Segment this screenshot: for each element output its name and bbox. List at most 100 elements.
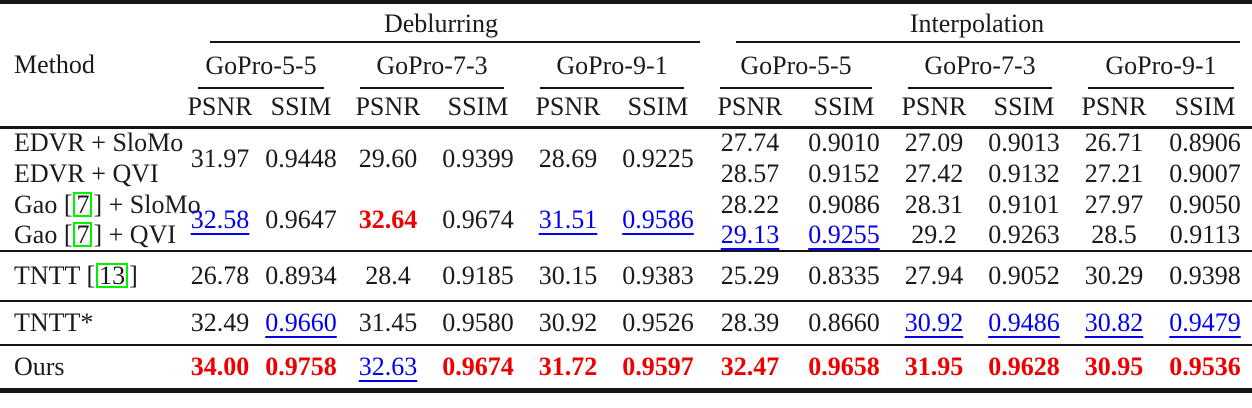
task-group-row: Method Deblurring Interpolation <box>0 2 1252 77</box>
value-cell: 27.74 <box>720 128 780 158</box>
value-cell: 0.9486 <box>988 308 1060 337</box>
value-cell: 26.71 <box>1084 128 1144 158</box>
value-cell: 0.9398 <box>1169 261 1241 290</box>
value-cell: 0.9052 <box>988 261 1060 290</box>
value-cell: 0.9399 <box>442 143 514 173</box>
metric-header: SSIM <box>447 92 509 122</box>
dataset-header-deb-gopro55: GoPro-5-5 <box>180 43 342 89</box>
metric-header: SSIM <box>813 92 875 122</box>
value-cell: 27.42 <box>904 158 964 188</box>
value-cell: 30.82 <box>1084 308 1144 337</box>
value-cell: 0.9658 <box>808 351 880 381</box>
metric-header: PSNR <box>901 92 967 122</box>
citation-link[interactable]: 13 <box>96 262 129 289</box>
value-cell: 0.9113 <box>1169 220 1241 249</box>
value-cell: 0.9647 <box>265 204 337 234</box>
value-cell: 28.57 <box>720 158 780 188</box>
citation-link[interactable]: 7 <box>73 191 93 217</box>
value-cell: 31.51 <box>538 204 598 234</box>
value-cell: 0.9101 <box>988 189 1060 219</box>
table-row-gao-slomo: Gao [7] + SloMo 32.58 0.9647 32.64 0.967… <box>0 189 1252 232</box>
table-row-gao-qvi: Gao [7] + QVI 29.13 0.9255 29.2 0.9263 2… <box>0 220 1252 251</box>
dataset-header-deb-gopro91: GoPro-9-1 <box>522 43 702 89</box>
value-cell: 0.9225 <box>622 143 694 173</box>
value-cell: 0.9479 <box>1169 308 1241 337</box>
value-cell: 0.9536 <box>1169 351 1241 381</box>
value-cell: 0.9580 <box>442 308 514 337</box>
metric-header: SSIM <box>627 92 689 122</box>
value-cell: 29.60 <box>358 143 418 173</box>
table-row-tntt: TNTT [13] 26.78 0.8934 28.4 0.9185 30.15… <box>0 251 1252 301</box>
metric-header: PSNR <box>1081 92 1147 122</box>
value-cell: 0.8335 <box>808 261 880 290</box>
value-cell: 0.9007 <box>1169 158 1241 188</box>
value-cell: 32.49 <box>190 308 250 337</box>
method-cell: EDVR + SloMo <box>14 128 184 158</box>
metric-header: PSNR <box>717 92 783 122</box>
metric-header: PSNR <box>187 92 253 122</box>
value-cell: 27.09 <box>904 128 964 158</box>
value-cell: 30.95 <box>1084 351 1144 381</box>
section-edvr-gao: EDVR + SloMo 31.97 0.9448 29.60 0.9399 2… <box>0 127 1252 251</box>
value-cell: 32.58 <box>190 204 250 234</box>
value-cell: 28.31 <box>904 189 964 219</box>
task-group-interpolation: Interpolation <box>702 2 1252 43</box>
section-ours: Ours 34.00 0.9758 32.63 0.9674 31.72 0.9… <box>0 345 1252 390</box>
results-table: Method Deblurring Interpolation GoPro-5-… <box>0 0 1252 393</box>
value-cell: 32.63 <box>358 351 418 381</box>
value-cell: 25.29 <box>720 261 780 290</box>
value-cell: 27.97 <box>1084 189 1144 219</box>
value-cell: 0.9050 <box>1169 189 1241 219</box>
value-cell: 0.8934 <box>265 261 337 290</box>
dataset-row: GoPro-5-5 GoPro-7-3 GoPro-9-1 GoPro-5-5 … <box>0 43 1252 89</box>
method-cell: Ours <box>14 351 65 381</box>
value-cell: 0.9674 <box>442 351 514 381</box>
dataset-header-deb-gopro73: GoPro-7-3 <box>342 43 522 89</box>
section-tntt: TNTT [13] 26.78 0.8934 28.4 0.9185 30.15… <box>0 251 1252 301</box>
table-row-tntt-star: TNTT* 32.49 0.9660 31.45 0.9580 30.92 0.… <box>0 301 1252 345</box>
value-cell: 26.78 <box>190 261 250 290</box>
dataset-header-int-gopro55: GoPro-5-5 <box>702 43 890 89</box>
value-cell: 29.13 <box>720 220 780 249</box>
value-cell: 0.9255 <box>808 220 880 249</box>
metric-row: PSNR SSIM PSNR SSIM PSNR SSIM PSNR SSIM … <box>0 89 1252 127</box>
value-cell: 28.22 <box>720 189 780 219</box>
table-header: Method Deblurring Interpolation GoPro-5-… <box>0 2 1252 127</box>
section-tntt-star: TNTT* 32.49 0.9660 31.45 0.9580 30.92 0.… <box>0 301 1252 345</box>
dataset-header-int-gopro91: GoPro-9-1 <box>1070 43 1252 89</box>
value-cell: 0.9132 <box>988 158 1060 188</box>
method-text: Gao [ <box>14 220 73 249</box>
task-group-deblurring: Deblurring <box>180 2 702 43</box>
value-cell: 0.9660 <box>265 308 337 337</box>
value-cell: 0.8906 <box>1169 128 1241 158</box>
method-cell: TNTT [13] <box>0 251 180 301</box>
value-cell: 31.72 <box>538 351 598 381</box>
table-row-ours: Ours 34.00 0.9758 32.63 0.9674 31.72 0.9… <box>0 345 1252 390</box>
method-cell: EDVR + QVI <box>14 158 159 188</box>
value-cell: 28.39 <box>720 308 780 337</box>
value-cell: 0.9448 <box>265 143 337 173</box>
value-cell: 0.9383 <box>622 261 694 290</box>
metric-header: PSNR <box>355 92 421 122</box>
value-cell: 29.2 <box>911 220 957 249</box>
value-cell: 31.45 <box>358 308 418 337</box>
value-cell: 0.9185 <box>442 261 514 290</box>
value-cell: 0.9674 <box>442 204 514 234</box>
method-text: ] + QVI <box>93 220 177 249</box>
value-cell: 28.69 <box>538 143 598 173</box>
value-cell: 0.9597 <box>622 351 694 381</box>
table-row-edvr-slomo: EDVR + SloMo 31.97 0.9448 29.60 0.9399 2… <box>0 127 1252 172</box>
value-cell: 0.8660 <box>808 308 880 337</box>
metric-header: SSIM <box>1174 92 1236 122</box>
metric-header: SSIM <box>270 92 332 122</box>
citation-link[interactable]: 7 <box>73 221 93 248</box>
dataset-header-int-gopro73: GoPro-7-3 <box>890 43 1070 89</box>
value-cell: 27.94 <box>904 261 964 290</box>
value-cell: 0.9010 <box>808 128 880 158</box>
value-cell: 0.9586 <box>622 204 694 234</box>
metric-header: PSNR <box>535 92 601 122</box>
value-cell: 31.97 <box>190 143 250 173</box>
value-cell: 30.29 <box>1084 261 1144 290</box>
value-cell: 28.5 <box>1091 220 1137 249</box>
